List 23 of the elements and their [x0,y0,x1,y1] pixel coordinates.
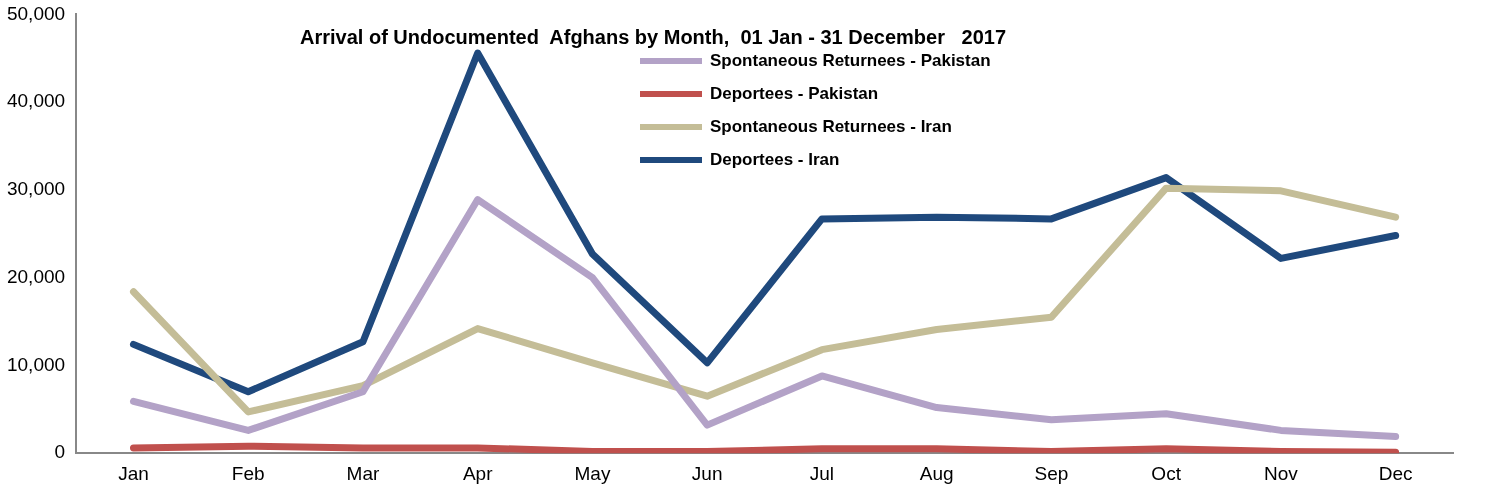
y-tick-label: 10,000 [6,353,66,375]
x-tick-label: Jan [118,462,149,484]
x-tick-label: Apr [462,462,494,484]
x-tick-label: Mar [346,462,380,484]
x-tick-label: Aug [919,462,954,484]
y-tick-label: 50,000 [6,2,66,24]
legend-label: Deportees - Iran [710,149,840,170]
legend-label: Spontaneous Returnees - Iran [710,116,952,137]
x-tick-label: Dec [1378,462,1413,484]
y-tick-label: 0 [54,441,66,463]
x-tick-label: Jun [691,462,723,484]
text: Arrival of Undocumented Afghans by Month, 01 Jan - 31 December 2017 [300,26,1007,49]
y-tick-label: 30,000 [6,178,66,200]
x-tick-label: May [574,462,611,484]
legend-label: Spontaneous Returnees - Pakistan [710,50,991,71]
y-tick-label: 20,000 [6,265,66,287]
x-tick-label: Oct [1151,462,1182,484]
legend-label: Deportees - Pakistan [710,83,879,104]
x-tick-label: Feb [231,462,265,484]
x-tick-label: Jul [809,462,835,484]
x-tick-label: Sep [1034,462,1069,484]
x-tick-label: Nov [1263,462,1299,484]
y-tick-label: 40,000 [6,90,66,112]
